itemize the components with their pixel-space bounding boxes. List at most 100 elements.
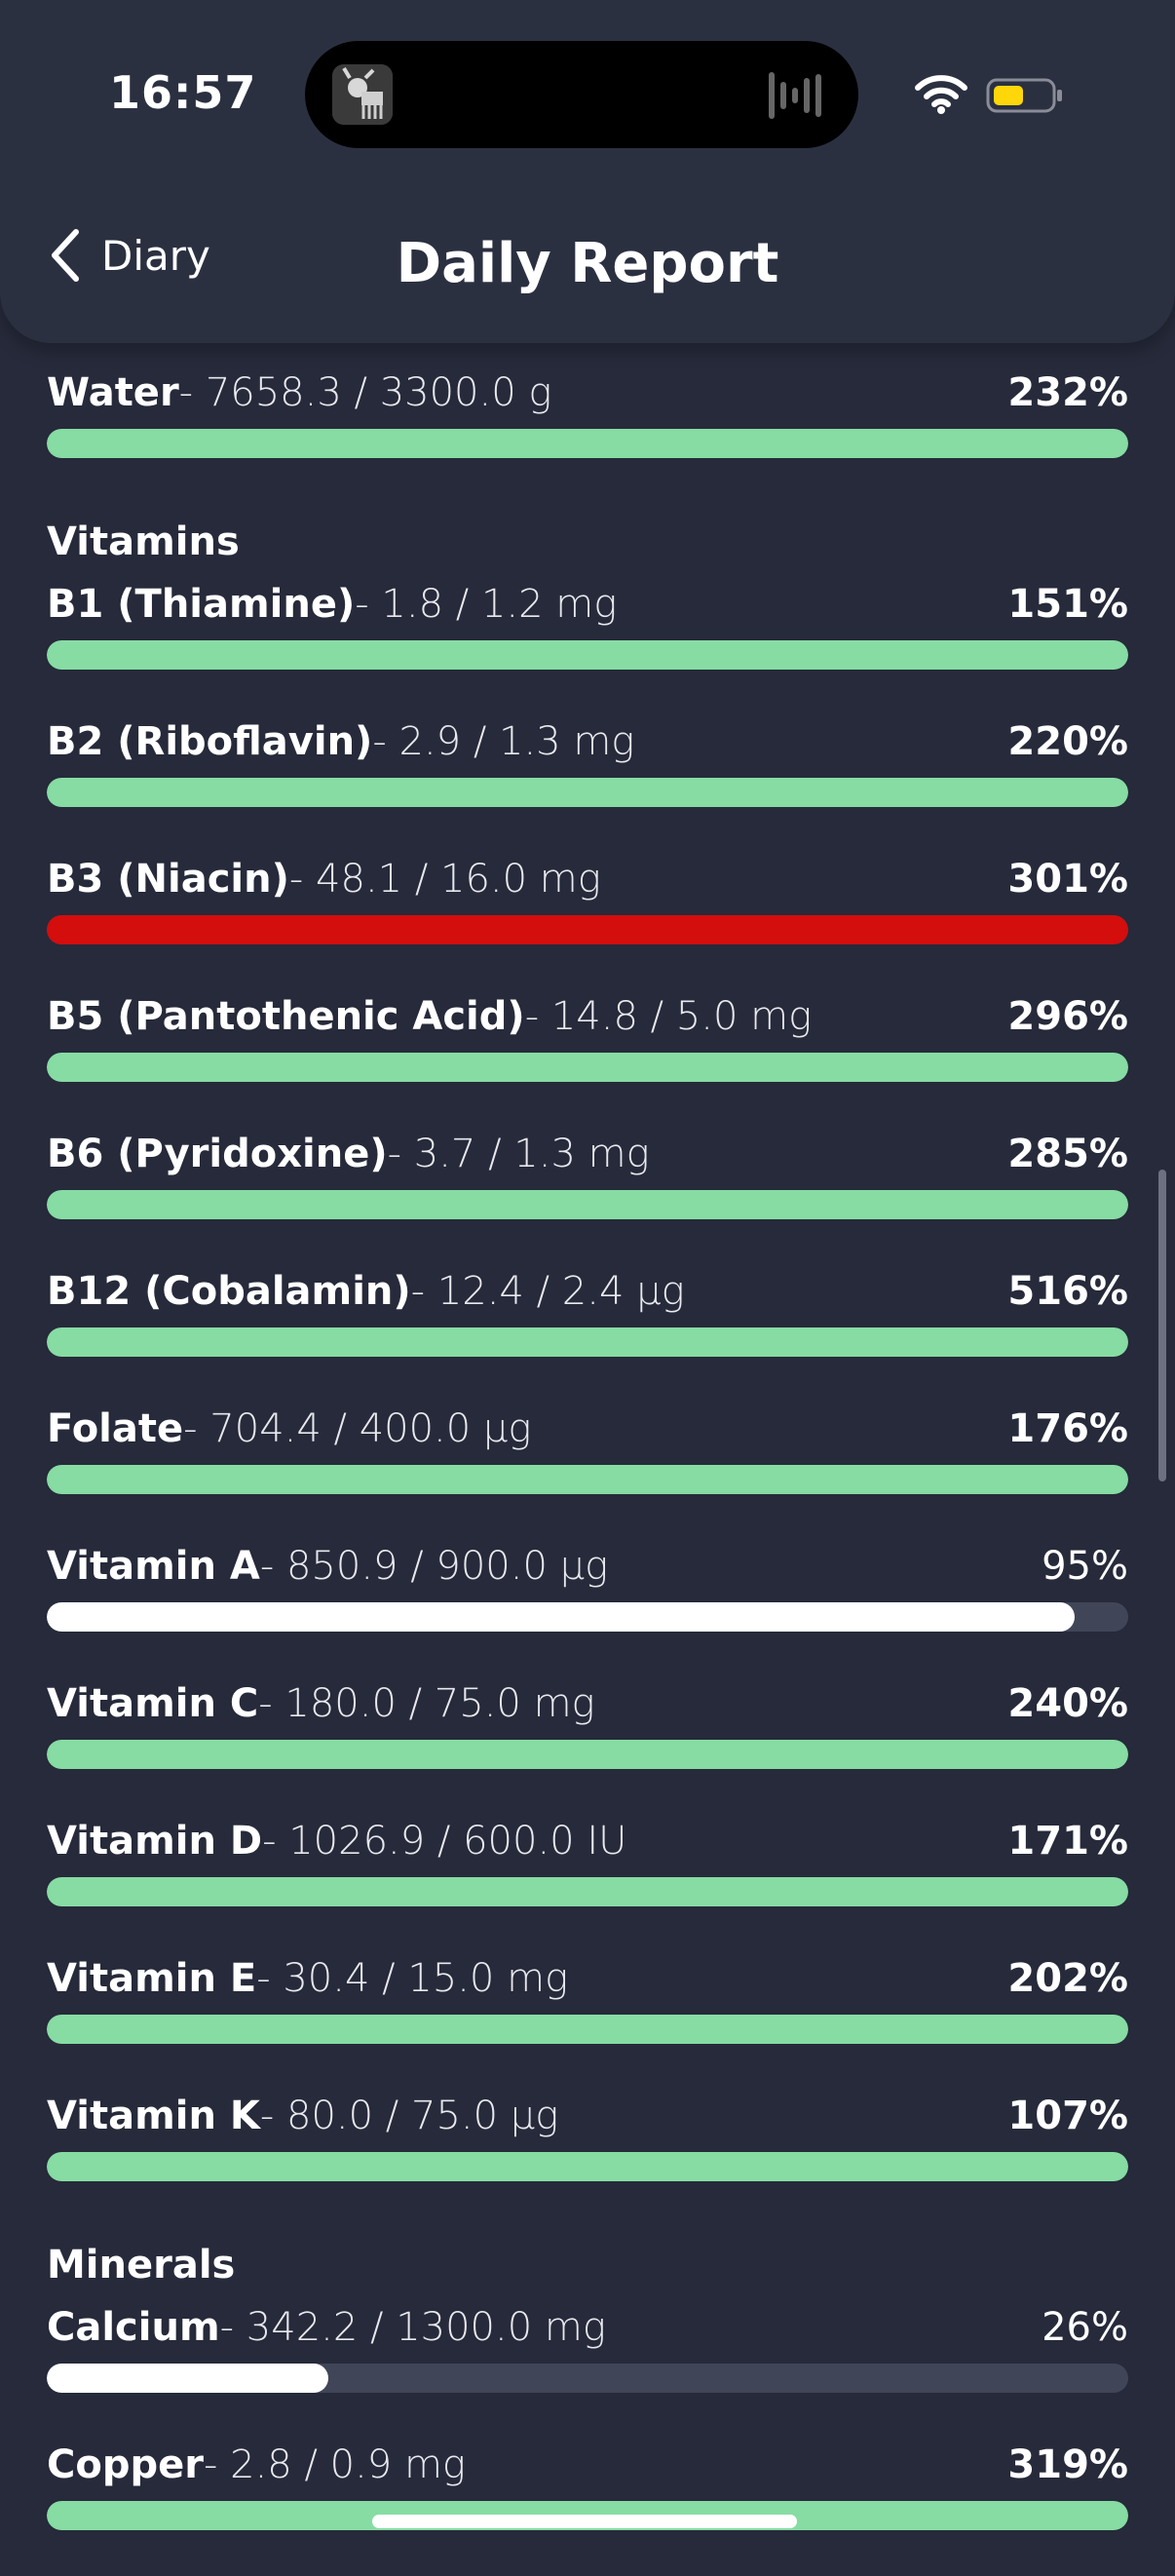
chevron-left-icon	[52, 229, 79, 282]
progress-fill	[47, 2152, 1128, 2181]
progress-fill	[47, 1190, 1128, 1219]
nutrient-row-water: Water- 7658.3 / 3300.0 g 232%	[47, 366, 1128, 504]
nutrient-name: B1 (Thiamine)	[47, 582, 356, 627]
progress-track	[47, 1740, 1128, 1769]
nutrient-name: Copper	[47, 2442, 204, 2487]
battery-icon	[986, 78, 1064, 113]
progress-track	[47, 2501, 1128, 2530]
nutrient-row: B6 (Pyridoxine)- 3.7 / 1.3 mg 285%	[47, 1128, 1128, 1265]
nutrient-percent: 95%	[1042, 1544, 1128, 1589]
nutrient-name: Calcium	[47, 2305, 220, 2350]
nutrient-amount: - 48.1 / 16.0 mg	[288, 857, 601, 902]
progress-fill	[47, 640, 1128, 670]
nutrient-percent: 151%	[1007, 582, 1128, 627]
nutrient-name: Vitamin C	[47, 1681, 259, 1726]
nutrient-amount: - 80.0 / 75.0 µg	[259, 2094, 559, 2138]
progress-track	[47, 640, 1128, 670]
nutrient-row: Vitamin A- 850.9 / 900.0 µg 95%	[47, 1540, 1128, 1677]
nutrient-amount: - 7658.3 / 3300.0 g	[178, 370, 552, 415]
progress-fill	[47, 1465, 1128, 1494]
progress-track	[47, 778, 1128, 807]
nutrient-name: Vitamin A	[47, 1544, 260, 1589]
progress-track	[47, 1465, 1128, 1494]
scrollbar[interactable]	[1158, 1170, 1166, 1481]
nutrient-name: Folate	[47, 1406, 184, 1451]
nutrient-percent: 516%	[1007, 1269, 1128, 1314]
nutrient-percent: 26%	[1042, 2305, 1128, 2350]
nutrient-amount: - 12.4 / 2.4 µg	[410, 1269, 685, 1314]
nutrient-row: Copper- 2.8 / 0.9 mg 319%	[47, 2439, 1128, 2576]
nutrient-amount: - 342.2 / 1300.0 mg	[219, 2305, 606, 2350]
progress-fill	[47, 1602, 1075, 1632]
progress-fill	[47, 1877, 1128, 1906]
home-indicator[interactable]	[372, 2515, 797, 2528]
nutrient-row: Vitamin E- 30.4 / 15.0 mg 202%	[47, 1952, 1128, 2090]
nutrient-name: B3 (Niacin)	[47, 857, 289, 902]
nutrient-name: B5 (Pantothenic Acid)	[47, 994, 525, 1039]
nutrient-name: Vitamin D	[47, 1819, 263, 1864]
progress-track	[47, 915, 1128, 944]
nutrient-row: B1 (Thiamine)- 1.8 / 1.2 mg 151%	[47, 578, 1128, 715]
progress-fill	[47, 915, 1128, 944]
nutrient-percent: 319%	[1007, 2442, 1128, 2487]
nutrient-amount: - 30.4 / 15.0 mg	[256, 1956, 569, 2001]
report-list: Water- 7658.3 / 3300.0 g 232% Vitamins B…	[47, 366, 1128, 2576]
progress-fill	[47, 2364, 328, 2393]
nutrient-percent: 301%	[1007, 857, 1128, 902]
progress-track	[47, 2152, 1128, 2181]
nutrient-percent: 240%	[1007, 1681, 1128, 1726]
nutrient-name: Vitamin K	[47, 2094, 260, 2138]
section-title-vitamins: Vitamins	[47, 519, 240, 564]
back-label: Diary	[101, 231, 210, 280]
nutrient-percent: 107%	[1007, 2094, 1128, 2138]
progress-fill	[47, 2015, 1128, 2044]
nutrient-row: B2 (Riboflavin)- 2.9 / 1.3 mg 220%	[47, 715, 1128, 853]
progress-track	[47, 1602, 1128, 1632]
nutrient-amount: - 1.8 / 1.2 mg	[355, 582, 618, 627]
nutrient-name: Water	[47, 370, 179, 415]
nutrient-amount: - 14.8 / 5.0 mg	[524, 994, 813, 1039]
nutrient-percent: 176%	[1007, 1406, 1128, 1451]
progress-track	[47, 2015, 1128, 2044]
nutrient-amount: - 2.9 / 1.3 mg	[372, 719, 635, 764]
nutrient-percent: 296%	[1007, 994, 1128, 1039]
progress-track	[47, 1190, 1128, 1219]
nutrient-name: B12 (Cobalamin)	[47, 1269, 411, 1314]
audio-waveform-icon	[767, 68, 831, 123]
nutrient-percent: 220%	[1007, 719, 1128, 764]
progress-track	[47, 1877, 1128, 1906]
back-button[interactable]: Diary	[47, 226, 210, 285]
progress-fill	[47, 429, 1128, 458]
nutrient-row: Vitamin K- 80.0 / 75.0 µg 107%	[47, 2090, 1128, 2227]
progress-track	[47, 1327, 1128, 1357]
nutrient-percent: 285%	[1007, 1132, 1128, 1176]
status-bar: 16:57	[0, 0, 1175, 185]
nutrient-row: Vitamin C- 180.0 / 75.0 mg 240%	[47, 1677, 1128, 1815]
nutrient-row: Calcium- 342.2 / 1300.0 mg 26%	[47, 2301, 1128, 2439]
nutrient-percent: 232%	[1007, 370, 1128, 415]
nutrient-name: B6 (Pyridoxine)	[47, 1132, 388, 1176]
nutrient-amount: - 850.9 / 900.0 µg	[259, 1544, 609, 1589]
nutrient-percent: 171%	[1007, 1819, 1128, 1864]
nutrient-amount: - 1026.9 / 600.0 IU	[262, 1819, 627, 1864]
vitamins-list: B1 (Thiamine)- 1.8 / 1.2 mg 151% B2 (Ribof…	[47, 578, 1128, 2227]
nutrient-row: B12 (Cobalamin)- 12.4 / 2.4 µg 516%	[47, 1265, 1128, 1403]
progress-fill	[47, 1327, 1128, 1357]
header-bar: 16:57	[0, 0, 1175, 343]
nutrient-percent: 202%	[1007, 1956, 1128, 2001]
nutrient-amount: - 704.4 / 400.0 µg	[183, 1406, 532, 1451]
nutrient-row: B3 (Niacin)- 48.1 / 16.0 mg 301%	[47, 853, 1128, 990]
section-title-minerals: Minerals	[47, 2243, 236, 2288]
dynamic-island	[305, 41, 858, 148]
progress-track	[47, 2364, 1128, 2393]
minerals-list: Calcium- 342.2 / 1300.0 mg 26% Copper- 2.8…	[47, 2301, 1128, 2576]
progress-track	[47, 429, 1128, 458]
app-activity-icon	[332, 64, 393, 125]
nutrient-name: Vitamin E	[47, 1956, 257, 2001]
nutrient-amount: - 2.8 / 0.9 mg	[203, 2442, 466, 2487]
progress-track	[47, 1053, 1128, 1082]
progress-fill	[47, 1053, 1128, 1082]
progress-fill	[47, 778, 1128, 807]
wifi-icon	[914, 72, 968, 115]
page-title: Daily Report	[396, 232, 779, 295]
